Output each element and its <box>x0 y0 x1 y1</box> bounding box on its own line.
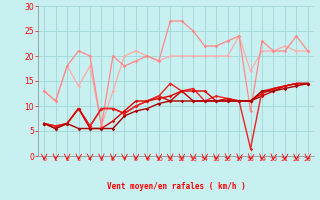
X-axis label: Vent moyen/en rafales ( km/h ): Vent moyen/en rafales ( km/h ) <box>107 182 245 191</box>
